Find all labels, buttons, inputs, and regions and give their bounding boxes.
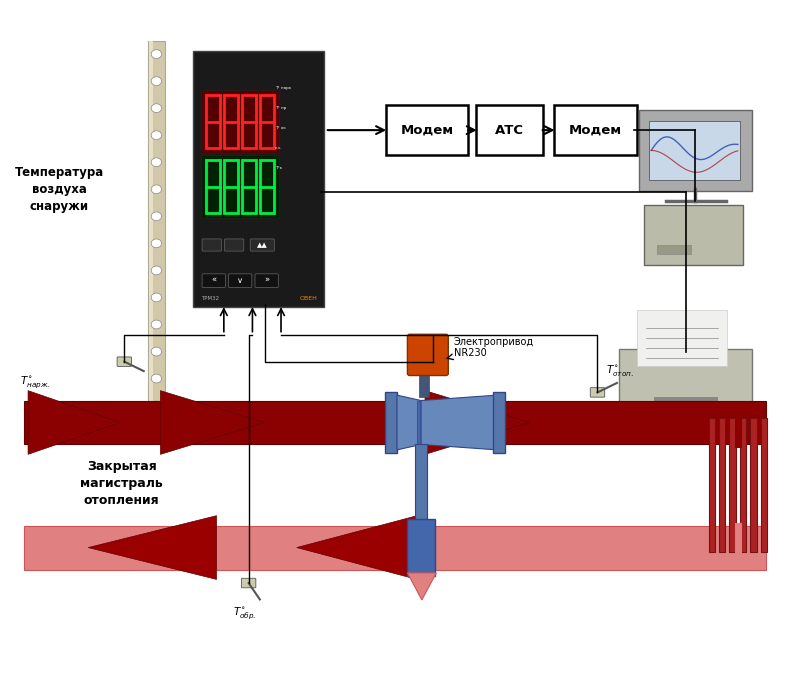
Bar [417,400,425,445]
Polygon shape [425,391,529,454]
Circle shape [152,130,162,140]
Circle shape [152,50,162,59]
Text: Модем: Модем [400,124,454,137]
Circle shape [152,239,162,248]
Bar [24,526,766,569]
Circle shape [152,104,162,113]
Circle shape [152,347,162,356]
FancyBboxPatch shape [193,51,324,307]
Bar [419,370,429,397]
Bar [385,392,397,453]
Circle shape [152,185,162,194]
FancyBboxPatch shape [590,387,605,397]
Polygon shape [160,391,265,454]
FancyBboxPatch shape [148,41,165,419]
Text: $T^{\circ}_{обр.}$: $T^{\circ}_{обр.}$ [233,606,256,621]
Text: $T^{\circ}_{отоп.}$: $T^{\circ}_{отоп.}$ [606,362,634,378]
Polygon shape [407,573,436,600]
Text: «: « [211,276,217,285]
FancyBboxPatch shape [202,239,221,251]
FancyBboxPatch shape [476,105,543,155]
Text: Т°к: Т°к [275,166,282,170]
Circle shape [152,293,162,301]
Text: ▲▲: ▲▲ [257,242,268,248]
Circle shape [152,266,162,275]
Polygon shape [28,391,120,454]
Text: Закрытая
магистраль
отопления: Закрытая магистраль отопления [80,460,163,507]
Bar [493,400,766,445]
FancyBboxPatch shape [644,205,743,265]
FancyBboxPatch shape [201,90,279,153]
Circle shape [152,374,162,383]
Text: ТРМ32: ТРМ32 [201,297,220,301]
FancyBboxPatch shape [117,357,132,366]
Polygon shape [297,516,417,579]
Text: к.з.: к.з. [275,146,282,150]
Text: Т° ок: Т° ок [275,126,286,130]
FancyBboxPatch shape [202,274,225,287]
Circle shape [152,401,162,410]
Bar [751,418,757,552]
FancyBboxPatch shape [619,349,752,421]
Circle shape [152,77,162,86]
Text: »: » [264,276,269,285]
FancyBboxPatch shape [201,155,279,218]
Bar [709,418,715,552]
FancyBboxPatch shape [250,239,274,251]
Bar [415,445,427,526]
Text: ∨: ∨ [237,276,243,285]
FancyBboxPatch shape [407,335,448,376]
Text: ОВЕН: ОВЕН [300,297,318,301]
Bar [761,418,768,552]
Polygon shape [88,516,217,579]
Bar [730,418,736,552]
Polygon shape [397,395,421,450]
Circle shape [152,158,162,167]
FancyBboxPatch shape [386,105,468,155]
Text: Температура
воздуха
снаружи: Температура воздуха снаружи [14,166,103,213]
FancyBboxPatch shape [225,239,244,251]
FancyBboxPatch shape [229,274,252,287]
Text: Модем: Модем [569,124,622,137]
FancyBboxPatch shape [554,105,637,155]
FancyBboxPatch shape [255,274,278,287]
Text: АТС: АТС [495,124,525,137]
Text: Электропривод
NR230: Электропривод NR230 [454,337,534,358]
Polygon shape [421,395,497,450]
Bar [493,392,505,453]
Text: Т° нарк: Т° нарк [275,86,291,90]
Bar [739,418,747,552]
Text: Т° пр: Т° пр [275,106,286,110]
Circle shape [152,320,162,329]
Circle shape [152,212,162,221]
FancyBboxPatch shape [637,310,727,366]
FancyBboxPatch shape [649,121,740,180]
FancyBboxPatch shape [241,578,256,587]
Bar [719,418,726,552]
Bar [654,397,718,406]
Bar [24,400,389,445]
FancyBboxPatch shape [657,245,691,254]
Bar [407,519,435,576]
FancyBboxPatch shape [639,110,752,191]
Text: $T^{\circ}_{нарж.}$: $T^{\circ}_{нарж.}$ [20,374,51,390]
Bar [149,41,153,419]
